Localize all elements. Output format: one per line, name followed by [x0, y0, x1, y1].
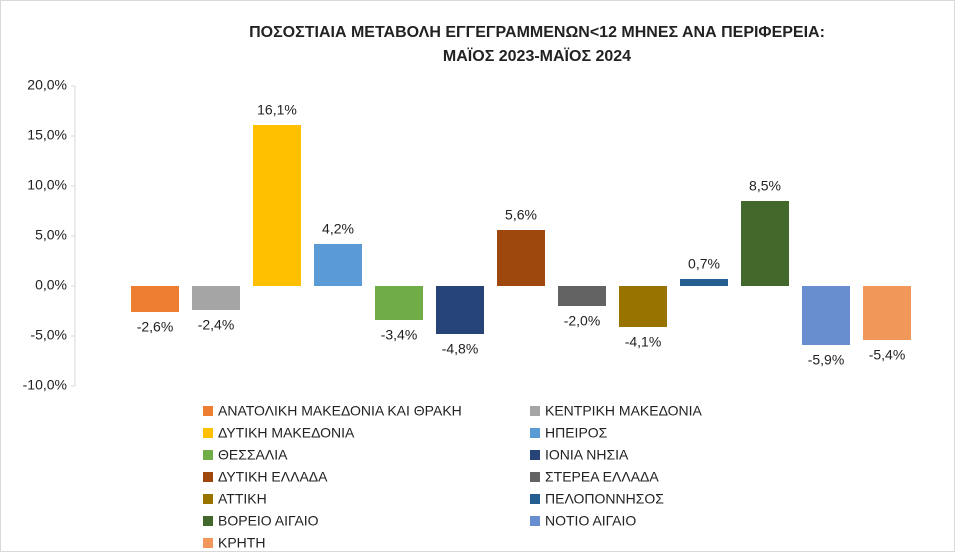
data-label: -4,8% [442, 341, 479, 357]
data-label: -5,4% [869, 347, 906, 363]
bar [192, 286, 240, 310]
legend-label: ΠΕΛΟΠΟΝΝΗΣΟΣ [545, 491, 664, 507]
legend-swatch [203, 472, 213, 482]
bar [680, 279, 728, 286]
data-label: 4,2% [322, 221, 354, 237]
legend-label: ΚΡΗΤΗ [218, 535, 265, 551]
chart-title: ΠΟΣΟΣΤΙΑΙΑ ΜΕΤΑΒΟΛΗ ΕΓΓΕΓΡΑΜΜΕΝΩΝ<12 ΜΗΝ… [249, 24, 825, 41]
y-tick-label: 10,0% [27, 177, 67, 193]
bar [131, 286, 179, 312]
data-label: -2,4% [198, 317, 235, 333]
legend-swatch [203, 494, 213, 504]
legend-label: ΚΕΝΤΡΙΚΗ ΜΑΚΕΔΟΝΙΑ [545, 403, 703, 419]
legend-swatch [530, 472, 540, 482]
data-label: -2,6% [137, 319, 174, 335]
bar [558, 286, 606, 306]
bar [802, 286, 850, 345]
legend-swatch [530, 494, 540, 504]
legend-label: ΝΟΤΙΟ ΑΙΓΑΙΟ [545, 513, 636, 529]
legend-swatch [203, 450, 213, 460]
legend-swatch [203, 516, 213, 526]
legend-swatch [530, 516, 540, 526]
bar [863, 286, 911, 340]
legend-label: ΑΝΑΤΟΛΙΚΗ ΜΑΚΕΔΟΝΙΑ ΚΑΙ ΘΡΑΚΗ [218, 403, 462, 419]
bar [314, 244, 362, 286]
bar [375, 286, 423, 320]
legend-swatch [203, 406, 213, 416]
y-tick-label: 5,0% [35, 227, 67, 243]
y-tick-label: 0,0% [35, 277, 67, 293]
legend-swatch [530, 450, 540, 460]
y-tick-label: 15,0% [27, 127, 67, 143]
legend-label: ΗΠΕΙΡΟΣ [545, 425, 608, 441]
legend-label: ΔΥΤΙΚΗ ΜΑΚΕΔΟΝΙΑ [218, 425, 355, 441]
data-label: 5,6% [505, 207, 537, 223]
data-label: -5,9% [808, 352, 845, 368]
bar [741, 201, 789, 286]
y-tick-label: 20,0% [27, 77, 67, 93]
bar [497, 230, 545, 286]
bar [436, 286, 484, 334]
y-tick-label: -5,0% [30, 327, 67, 343]
legend-label: ΣΤΕΡΕΑ ΕΛΛΑΔΑ [545, 469, 659, 485]
legend-label: ΔΥΤΙΚΗ ΕΛΛΑΔΑ [218, 469, 328, 485]
data-label: -3,4% [381, 327, 418, 343]
legend-swatch [530, 406, 540, 416]
data-label: -2,0% [564, 313, 601, 329]
data-label: 16,1% [257, 102, 297, 118]
bar [619, 286, 667, 327]
data-label: 8,5% [749, 178, 781, 194]
data-label: -4,1% [625, 334, 662, 350]
bar [253, 125, 301, 286]
legend-label: ΑΤΤΙΚΗ [218, 491, 267, 507]
data-label: 0,7% [688, 256, 720, 272]
legend-swatch [203, 538, 213, 548]
chart-title: ΜΑΪΟΣ 2023-ΜΑΪΟΣ 2024 [443, 47, 631, 65]
legend-swatch [530, 428, 540, 438]
y-tick-label: -10,0% [23, 377, 67, 393]
legend-swatch [203, 428, 213, 438]
legend-label: ΘΕΣΣΑΛΙΑ [218, 447, 288, 463]
legend-label: ΙΟΝΙΑ ΝΗΣΙΑ [545, 447, 629, 463]
legend-label: ΒΟΡΕΙΟ ΑΙΓΑΙΟ [218, 513, 319, 529]
